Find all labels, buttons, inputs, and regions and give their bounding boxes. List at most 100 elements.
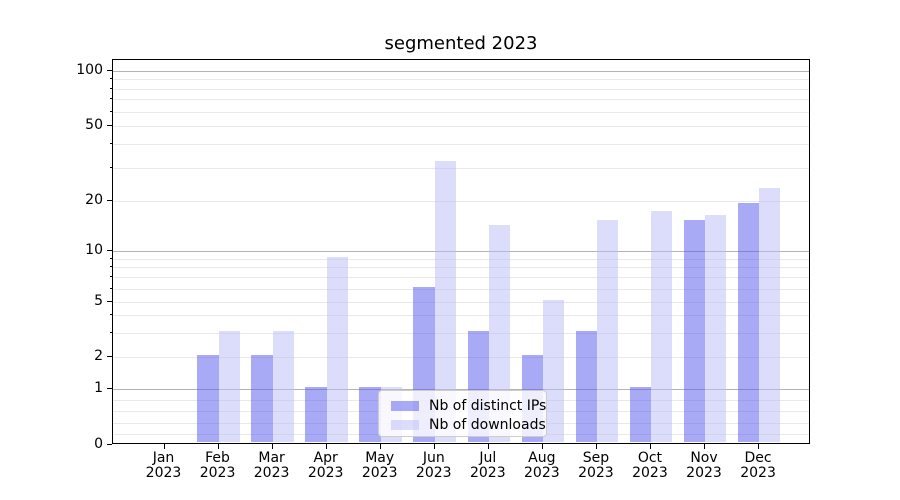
plot-area: [112, 59, 810, 444]
x-tick-mark-Jun: [433, 444, 435, 449]
bar-downloads-Feb: [218, 330, 240, 442]
y-tick-mark-100: [107, 70, 112, 71]
x-tick-label-Sep: Sep 2023: [578, 450, 614, 481]
gridline-70: [113, 99, 809, 101]
legend: Nb of distinct IPs Nb of downloads: [378, 390, 547, 437]
bar-downloads-Oct: [650, 210, 673, 442]
x-tick-mark-Dec: [758, 444, 760, 449]
y-minor-tick-4: [110, 314, 112, 316]
bar-downloads-Sep: [596, 219, 619, 442]
x-tick-label-Apr: Apr 2023: [307, 450, 344, 481]
y-tick-mark-2: [107, 356, 112, 357]
legend-swatch-downloads: [391, 419, 419, 430]
bar-downloads-Aug: [542, 300, 565, 442]
bar-distinct-ips-May: [359, 387, 381, 442]
y-minor-tick-8: [110, 266, 112, 268]
x-tick-label-Jan: Jan 2023: [145, 450, 182, 481]
gridline-10: [113, 251, 809, 252]
gridline-4: [113, 315, 809, 317]
y-tick-mark-50: [107, 125, 112, 126]
y-tick-mark-5: [107, 301, 112, 302]
x-tick-label-Mar: Mar 2023: [253, 450, 290, 481]
y-minor-tick-70: [110, 98, 112, 100]
x-tick-mark-Apr: [325, 444, 327, 449]
gridline-5: [113, 302, 809, 303]
y-minor-tick-30: [110, 166, 112, 168]
y-minor-tick-9: [110, 257, 112, 259]
y-minor-tick-7: [110, 276, 112, 278]
y-tick-mark-20: [107, 200, 112, 201]
bar-distinct-ips-Oct: [629, 387, 651, 442]
x-tick-label-Jun: Jun 2023: [415, 450, 452, 481]
gridline-100: [113, 71, 809, 72]
gridline-1: [113, 389, 809, 390]
legend-row-distinct-ips: Nb of distinct IPs: [391, 396, 546, 415]
gridline-50: [113, 126, 809, 127]
bar-downloads-Apr: [326, 256, 348, 442]
bar-downloads-Nov: [705, 215, 727, 442]
legend-label-distinct-ips: Nb of distinct IPs: [429, 397, 547, 414]
y-tick-mark-1: [107, 388, 112, 389]
legend-row-downloads: Nb of downloads: [391, 415, 546, 434]
gridline-20: [113, 201, 809, 202]
x-tick-mark-Jul: [487, 444, 489, 449]
gridline-80: [113, 88, 809, 90]
y-tick-label-10: 10: [85, 242, 103, 258]
chart-title: segmented 2023: [384, 33, 538, 54]
y-minor-tick-3: [110, 331, 112, 333]
bar-distinct-ips-Dec: [737, 202, 760, 442]
x-tick-mark-Nov: [704, 444, 705, 449]
gridline-30: [113, 167, 809, 169]
x-tick-label-Jul: Jul 2023: [469, 450, 506, 481]
gridline-3: [113, 332, 809, 334]
bar-downloads-Jul: [488, 224, 511, 442]
x-tick-mark-Oct: [649, 444, 651, 449]
x-tick-mark-Sep: [595, 444, 597, 449]
x-tick-label-Aug: Aug 2023: [524, 450, 560, 481]
y-tick-mark-0: [107, 444, 112, 445]
y-tick-label-5: 5: [94, 293, 103, 309]
y-minor-tick-90: [110, 78, 112, 80]
bar-distinct-ips-Nov: [683, 219, 705, 442]
x-tick-label-Oct: Oct 2023: [632, 450, 668, 481]
y-tick-label-20: 20: [85, 192, 103, 208]
gridline-9: [113, 258, 809, 260]
y-tick-mark-10: [107, 250, 112, 251]
bar-distinct-ips-Apr: [305, 387, 327, 442]
x-tick-mark-Mar: [271, 444, 273, 449]
gridline-8: [113, 267, 809, 269]
x-tick-mark-May: [379, 444, 381, 449]
y-tick-label-2: 2: [94, 348, 103, 364]
bar-downloads-Jun: [434, 160, 457, 442]
legend-label-downloads: Nb of downloads: [429, 416, 546, 433]
x-tick-label-Feb: Feb 2023: [199, 450, 236, 481]
x-tick-label-Dec: Dec 2023: [740, 450, 776, 481]
y-tick-label-0: 0: [94, 436, 103, 452]
gridline-60: [113, 111, 809, 113]
y-minor-tick-6: [110, 287, 112, 289]
x-axis-spine: [112, 443, 810, 444]
gridline-2: [113, 357, 809, 358]
y-minor-tick-60: [110, 110, 112, 112]
gridline-7: [113, 277, 809, 279]
x-tick-label-May: May 2023: [361, 450, 398, 481]
x-tick-label-Nov: Nov 2023: [686, 450, 722, 481]
y-tick-label-1: 1: [94, 380, 103, 396]
x-tick-mark-Feb: [217, 444, 219, 449]
x-tick-mark-Aug: [541, 444, 543, 449]
y-minor-tick-80: [110, 87, 112, 89]
legend-swatch-distinct-ips: [391, 400, 419, 411]
gridline-40: [113, 144, 809, 146]
bar-distinct-ips-Mar: [251, 355, 273, 442]
bar-downloads-Dec: [759, 187, 781, 442]
y-minor-tick-40: [110, 143, 112, 145]
gridline-90: [113, 79, 809, 81]
y-tick-label-50: 50: [85, 117, 103, 133]
y-tick-label-100: 100: [76, 62, 103, 78]
bar-distinct-ips-Feb: [197, 355, 219, 442]
bar-distinct-ips-Sep: [575, 330, 597, 442]
x-tick-mark-Jan: [163, 444, 165, 449]
gridline-6: [113, 288, 809, 290]
bar-downloads-Mar: [272, 330, 294, 442]
